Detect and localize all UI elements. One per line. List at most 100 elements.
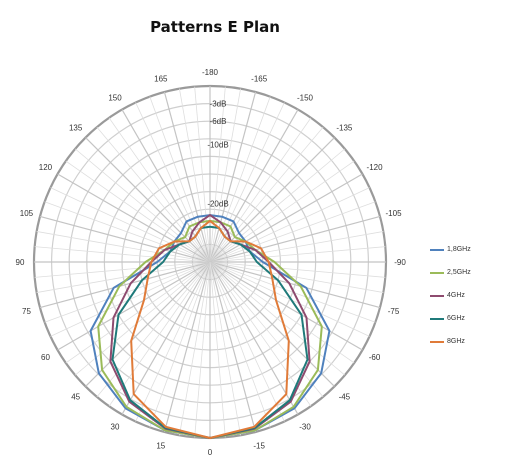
polar-chart: -3dB-6dB-10dB-20dB -180-165-150-135-120-…	[16, 68, 407, 456]
grid-spoke	[209, 173, 363, 263]
grid-spoke	[50, 187, 211, 263]
chart-legend: 1,8GHz 2,5GHz 4GHz 6GHz 8GHz	[430, 238, 471, 353]
grid-spoke	[34, 246, 211, 263]
angle-tick-label: 90	[16, 258, 25, 267]
angle-tick-label: 0	[208, 448, 213, 456]
angle-tick-label: -150	[297, 93, 314, 102]
angle-tick-label: 120	[39, 163, 53, 172]
angle-tick-label: -120	[367, 163, 384, 172]
legend-swatch	[430, 340, 444, 343]
grid-spoke	[74, 261, 211, 376]
angle-tick-label: -75	[388, 307, 400, 316]
grid-spoke	[209, 261, 285, 422]
radial-tick-label: -10dB	[207, 141, 228, 150]
grid-spoke	[209, 96, 271, 263]
angle-tick-label: 15	[156, 442, 165, 451]
legend-label: 6GHz	[447, 315, 465, 322]
grid-spoke	[163, 261, 211, 433]
grid-spoke	[209, 261, 381, 309]
grid-spoke	[34, 261, 211, 278]
grid-spoke	[194, 86, 211, 263]
grid-spoke	[209, 91, 257, 263]
grid-spoke	[209, 102, 285, 263]
grid-spoke	[209, 246, 386, 263]
grid-spoke	[209, 148, 346, 263]
angle-tick-label: 30	[111, 423, 120, 432]
legend-label: 8GHz	[447, 338, 465, 345]
legend-swatch	[430, 271, 444, 274]
grid-spoke	[39, 215, 211, 263]
radial-tick-label: -20dB	[207, 199, 228, 208]
grid-spoke	[149, 261, 211, 428]
legend-item: 4GHz	[430, 284, 471, 307]
grid-spoke	[209, 261, 257, 433]
angle-tick-label: -45	[339, 392, 351, 401]
radial-tick-label: -3dB	[210, 100, 227, 109]
grid-spoke	[57, 173, 211, 263]
grid-spoke	[108, 261, 211, 407]
grid-spoke	[209, 261, 355, 364]
grid-spoke	[209, 88, 241, 263]
angle-tick-label: 135	[69, 124, 83, 133]
grid-spoke	[44, 201, 211, 263]
grid-spoke	[209, 261, 241, 436]
grid-spoke	[39, 261, 211, 309]
angle-tick-label: -90	[394, 258, 406, 267]
grid-spoke	[36, 231, 211, 263]
angle-tick-label: -60	[369, 353, 381, 362]
grid-spoke	[194, 261, 211, 438]
grid-spoke	[209, 215, 381, 263]
legend-label: 2,5GHz	[447, 269, 471, 276]
legend-label: 1,8GHz	[447, 246, 471, 253]
grid-spoke	[209, 261, 346, 376]
angle-tick-label: -15	[253, 442, 265, 451]
grid-spoke	[209, 261, 363, 351]
angle-tick-label: -135	[336, 124, 353, 133]
series-line-8ghz	[130, 219, 290, 439]
chart-title: Patterns E Plan	[150, 18, 280, 36]
angle-axis-labels: -180-165-150-135-120-105-90-75-60-45-30-…	[16, 68, 407, 456]
series-lines	[89, 214, 331, 439]
legend-label: 4GHz	[447, 292, 465, 299]
grid-spoke	[74, 148, 211, 263]
grid-spoke	[209, 261, 335, 387]
grid-spoke	[163, 91, 211, 263]
grid-spoke	[209, 261, 299, 415]
angle-tick-label: 75	[22, 307, 31, 316]
grid-spoke	[57, 261, 211, 351]
grid-spoke	[209, 160, 355, 263]
radial-tick-label: -6dB	[210, 117, 227, 126]
angle-tick-label: 60	[41, 353, 50, 362]
angle-tick-label: -105	[386, 209, 403, 218]
legend-item: 1,8GHz	[430, 238, 471, 261]
angle-tick-label: -30	[299, 423, 311, 432]
grid-spoke	[209, 231, 384, 263]
legend-swatch	[430, 294, 444, 297]
grid-spoke	[121, 261, 211, 415]
grid-spoke	[135, 102, 211, 263]
legend-swatch	[430, 248, 444, 251]
angle-tick-label: 105	[20, 209, 34, 218]
angle-tick-label: -180	[202, 68, 219, 77]
grid-spoke	[179, 261, 211, 436]
grid-spoke	[36, 261, 211, 293]
grid-spoke	[135, 261, 211, 422]
grid-spoke	[65, 160, 211, 263]
polar-grid	[32, 84, 388, 440]
legend-swatch	[430, 317, 444, 320]
radial-axis-labels: -3dB -6dB -10dB -20dB	[207, 100, 228, 209]
grid-spoke	[209, 187, 370, 263]
angle-tick-label: 165	[154, 74, 168, 83]
grid-spoke	[209, 261, 271, 428]
angle-tick-label: 150	[108, 93, 122, 102]
angle-tick-label: -165	[251, 74, 268, 83]
grid-spoke	[65, 261, 211, 364]
grid-spoke	[209, 261, 312, 407]
grid-spoke	[209, 261, 226, 438]
grid-spoke	[209, 201, 376, 263]
grid-spoke	[179, 88, 211, 263]
legend-item: 6GHz	[430, 307, 471, 330]
grid-spoke	[209, 261, 386, 278]
grid-spoke	[85, 261, 211, 387]
angle-tick-label: 45	[71, 392, 80, 401]
